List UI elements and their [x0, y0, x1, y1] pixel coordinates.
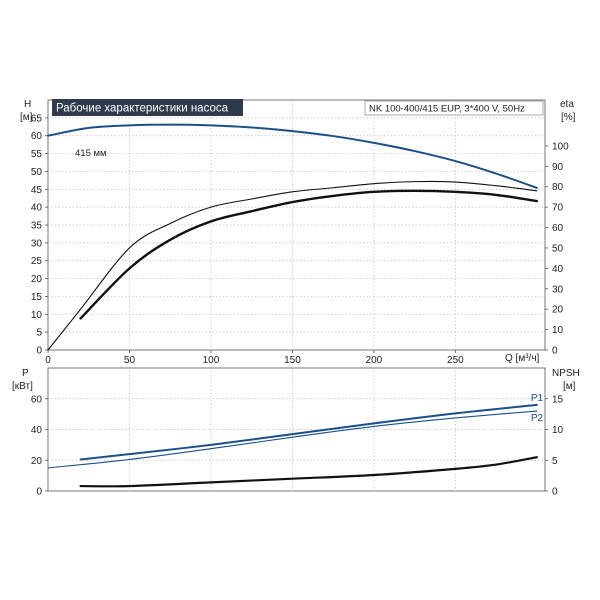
bottom-series — [47, 403, 538, 488]
bottom-y2-tick-label: 0 — [552, 487, 558, 498]
bottom-y-tick-label: 0 — [36, 487, 42, 498]
series-line-npsh — [79, 456, 538, 488]
top-y-tick-label: 15 — [31, 292, 43, 303]
series-line-h-0 — [47, 123, 538, 189]
series-label-p2: P2 — [531, 413, 544, 424]
top-y2-tick-label: 40 — [552, 264, 564, 275]
top-x-ticks: 0 50 100 150 200 250 — [45, 350, 464, 366]
top-y2-tick-label: 50 — [552, 243, 564, 254]
npsh-axis-unit: [м] — [563, 381, 576, 392]
series-line-p2 — [47, 410, 538, 469]
head-efficiency-panel: 0 5 10 15 20 25 30 35 40 45 50 55 60 65 0 10 20 30 40 50 60… — [20, 99, 576, 366]
p-axis-label: P — [22, 368, 29, 379]
bottom-y2-tick-label: 15 — [552, 394, 564, 405]
y-axis-label: H — [24, 99, 31, 110]
top-y2-tick-label: 20 — [552, 305, 564, 316]
bottom-y2-tick-label: 10 — [552, 425, 564, 436]
x-axis-label: Q [м³/ч] — [505, 353, 540, 364]
top-y-tick-label: 5 — [36, 328, 42, 339]
bottom-series-labels: P1 P2 — [531, 393, 544, 424]
chart-subtitle: NK 100-400/415 EUP, 3*400 V, 50Hz — [369, 104, 525, 115]
top-right-ticks: 0 10 20 30 40 50 60 70 80 90 100 — [545, 141, 569, 357]
top-y-tick-label: 25 — [31, 256, 43, 267]
y2-axis-label: eta — [560, 99, 574, 110]
bottom-left-ticks: 0 20 40 60 — [31, 394, 48, 498]
top-series — [47, 123, 539, 351]
top-y-tick-label: 65 — [31, 113, 43, 124]
top-y-tick-label: 40 — [31, 203, 43, 214]
top-y-tick-label: 45 — [31, 185, 43, 196]
top-y-tick-label: 10 — [31, 310, 43, 321]
top-y2-tick-label: 90 — [552, 162, 564, 173]
top-y2-tick-label: 0 — [552, 346, 558, 357]
bottom-y-tick-label: 40 — [31, 425, 43, 436]
series-line-eta-2 — [79, 189, 539, 320]
bottom-y-tick-label: 60 — [31, 394, 43, 405]
title-banner — [52, 99, 243, 116]
x-tick-label: 150 — [284, 355, 301, 366]
p-axis-unit: [кВт] — [12, 381, 33, 392]
y-axis-unit: [м] — [20, 112, 33, 123]
subtitle-box — [364, 100, 544, 116]
top-y-tick-label: 35 — [31, 221, 43, 232]
x-tick-label: 100 — [203, 355, 220, 366]
top-y-tick-label: 60 — [31, 131, 43, 142]
impeller-annotation: 415 мм — [75, 148, 107, 159]
top-y2-tick-label: 30 — [552, 284, 564, 295]
series-line-eta-1 — [47, 180, 538, 351]
top-y2-tick-label: 60 — [552, 223, 564, 234]
x-tick-label: 50 — [124, 355, 136, 366]
x-tick-label: 200 — [366, 355, 383, 366]
top-y-tick-label: 50 — [31, 167, 43, 178]
top-grid — [48, 100, 545, 350]
top-y2-tick-label: 80 — [552, 182, 564, 193]
top-y2-tick-label: 100 — [552, 141, 569, 152]
x-tick-label: 250 — [447, 355, 464, 366]
npsh-axis-label: NPSH — [552, 368, 580, 379]
bottom-right-ticks: 0 5 10 15 — [545, 394, 564, 498]
series-line-p1 — [79, 403, 538, 461]
top-y2-tick-label: 70 — [552, 203, 564, 214]
bottom-grid — [48, 368, 545, 491]
bottom-y2-tick-label: 5 — [552, 456, 558, 467]
bottom-y-tick-label: 20 — [31, 456, 43, 467]
top-y-tick-label: 30 — [31, 238, 43, 249]
top-y-tick-label: 20 — [31, 274, 43, 285]
y2-axis-unit: [%] — [561, 112, 576, 123]
top-y2-tick-label: 10 — [552, 325, 564, 336]
top-y-tick-label: 55 — [31, 149, 43, 160]
power-npsh-panel: 0 20 40 60 0 5 10 15 P1 P2 P [кВт] NPSH [м] — [12, 367, 580, 498]
top-left-ticks: 0 5 10 15 20 25 30 35 40 45 50 55 60 65 — [31, 113, 48, 357]
x-tick-label: 0 — [45, 355, 51, 366]
top-y-tick-label: 0 — [36, 346, 42, 357]
chart-title: Рабочие характеристики насоса — [56, 103, 229, 115]
series-label-p1: P1 — [531, 393, 544, 404]
